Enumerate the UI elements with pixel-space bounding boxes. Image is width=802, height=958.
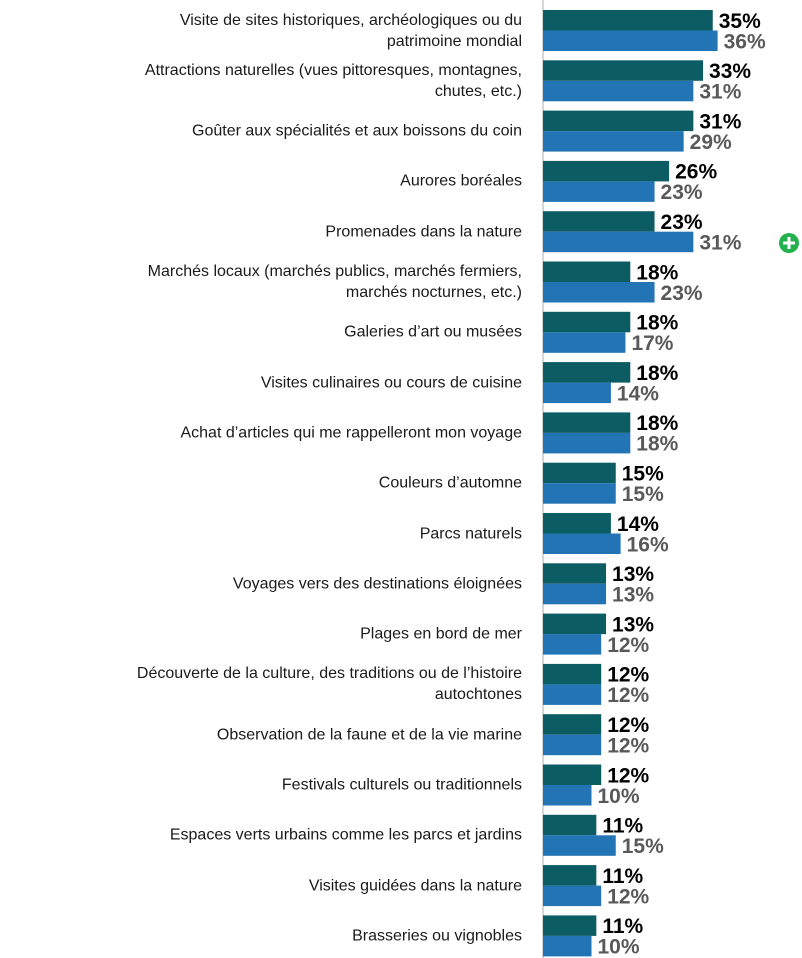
category-label: Visites culinaires ou cours de cuisine xyxy=(260,374,522,392)
bar xyxy=(543,10,713,31)
bar xyxy=(543,885,602,907)
bar xyxy=(543,513,611,534)
category-label: Festivals culturels ou traditionnels xyxy=(281,776,522,794)
bar xyxy=(543,412,631,433)
value-label: 23% xyxy=(661,211,703,234)
bar xyxy=(543,634,602,655)
value-label: 14% xyxy=(617,382,659,405)
bar xyxy=(543,211,655,232)
bar xyxy=(543,382,611,404)
category-label: Promenades dans la nature xyxy=(325,223,522,241)
value-label: 12% xyxy=(607,664,649,687)
bar xyxy=(543,714,602,735)
bar xyxy=(543,734,602,756)
bar xyxy=(543,231,694,253)
bar xyxy=(543,80,694,102)
bar xyxy=(543,30,718,51)
bar xyxy=(543,261,631,282)
value-label: 12% xyxy=(607,885,649,908)
value-label: 31% xyxy=(699,110,741,133)
category-label: Espaces verts urbains comme les parcs et… xyxy=(169,826,522,844)
bar xyxy=(543,915,597,936)
bar xyxy=(543,935,592,957)
value-label: 23% xyxy=(661,181,703,204)
value-label: 15% xyxy=(622,835,664,858)
value-label: 35% xyxy=(719,10,761,33)
category-label: Parcs naturels xyxy=(419,525,522,542)
bar xyxy=(543,462,616,484)
bar xyxy=(543,110,694,132)
value-label: 11% xyxy=(602,815,643,838)
bar xyxy=(543,311,631,333)
value-label: 31% xyxy=(699,81,741,104)
category-label: Marchés locaux (marchés publics, marchés… xyxy=(147,263,522,301)
bar xyxy=(543,533,621,554)
value-label: 12% xyxy=(607,684,649,707)
value-label: 18% xyxy=(636,412,678,435)
category-label: Goûter aux spécialités et aux boissons d… xyxy=(192,122,522,140)
bar xyxy=(543,785,592,806)
bar xyxy=(543,483,616,504)
value-label: 18% xyxy=(636,362,678,385)
value-label: 11% xyxy=(602,915,643,938)
value-label: 13% xyxy=(612,613,654,636)
bar xyxy=(543,282,655,303)
category-label: Voyages vers des destinations éloignées xyxy=(232,575,522,593)
value-label: 10% xyxy=(598,936,640,958)
bar xyxy=(543,362,631,383)
value-label: 26% xyxy=(675,161,717,184)
category-label: Plages en bord de mer xyxy=(360,625,522,643)
value-label: 14% xyxy=(617,513,659,536)
bar xyxy=(543,814,597,836)
value-label: 13% xyxy=(612,563,654,586)
bar xyxy=(543,160,670,182)
category-label: Visites guidées dans la nature xyxy=(308,877,522,895)
category-label: Achat d’articles qui me rappelleront mon… xyxy=(180,424,522,442)
bar xyxy=(543,332,626,353)
value-label: 36% xyxy=(724,30,766,53)
value-label: 10% xyxy=(598,785,640,808)
bar xyxy=(543,684,602,705)
category-label: Galeries d’art ou musées xyxy=(344,323,522,341)
value-label: 13% xyxy=(612,584,654,607)
bar xyxy=(543,764,602,785)
bar xyxy=(543,181,655,202)
bar xyxy=(543,432,631,454)
value-label: 33% xyxy=(709,60,751,83)
value-label: 15% xyxy=(622,462,664,485)
value-label: 15% xyxy=(622,483,664,506)
category-label: Observation de la faune et de la vie mar… xyxy=(216,726,522,744)
category-label: Brasseries ou vignobles xyxy=(352,927,522,945)
bar xyxy=(543,835,616,856)
bar xyxy=(543,60,704,81)
value-label: 11% xyxy=(602,865,643,888)
category-label: Couleurs d’automne xyxy=(378,474,522,492)
value-label: 16% xyxy=(627,533,669,556)
value-label: 12% xyxy=(607,634,649,657)
value-label: 18% xyxy=(636,261,678,284)
value-label: 18% xyxy=(636,433,678,456)
value-label: 29% xyxy=(690,131,732,154)
bar xyxy=(543,663,602,685)
value-label: 12% xyxy=(607,764,649,787)
value-label: 12% xyxy=(607,734,649,757)
bar xyxy=(543,131,684,152)
bar xyxy=(543,583,607,605)
category-label: Découverte de la culture, des traditions… xyxy=(136,665,522,704)
value-label: 12% xyxy=(607,714,649,737)
category-label: Attractions naturelles (vues pittoresque… xyxy=(144,61,522,100)
significance-icon xyxy=(779,233,799,253)
value-label: 17% xyxy=(631,332,673,355)
value-label: 31% xyxy=(699,231,741,254)
bar xyxy=(543,613,607,635)
category-label: Aurores boréales xyxy=(400,172,522,190)
bar xyxy=(543,865,597,886)
category-label: Visite de sites historiques, archéologiq… xyxy=(179,11,522,50)
bar xyxy=(543,563,607,584)
value-label: 18% xyxy=(636,312,678,335)
value-label: 23% xyxy=(661,282,703,305)
